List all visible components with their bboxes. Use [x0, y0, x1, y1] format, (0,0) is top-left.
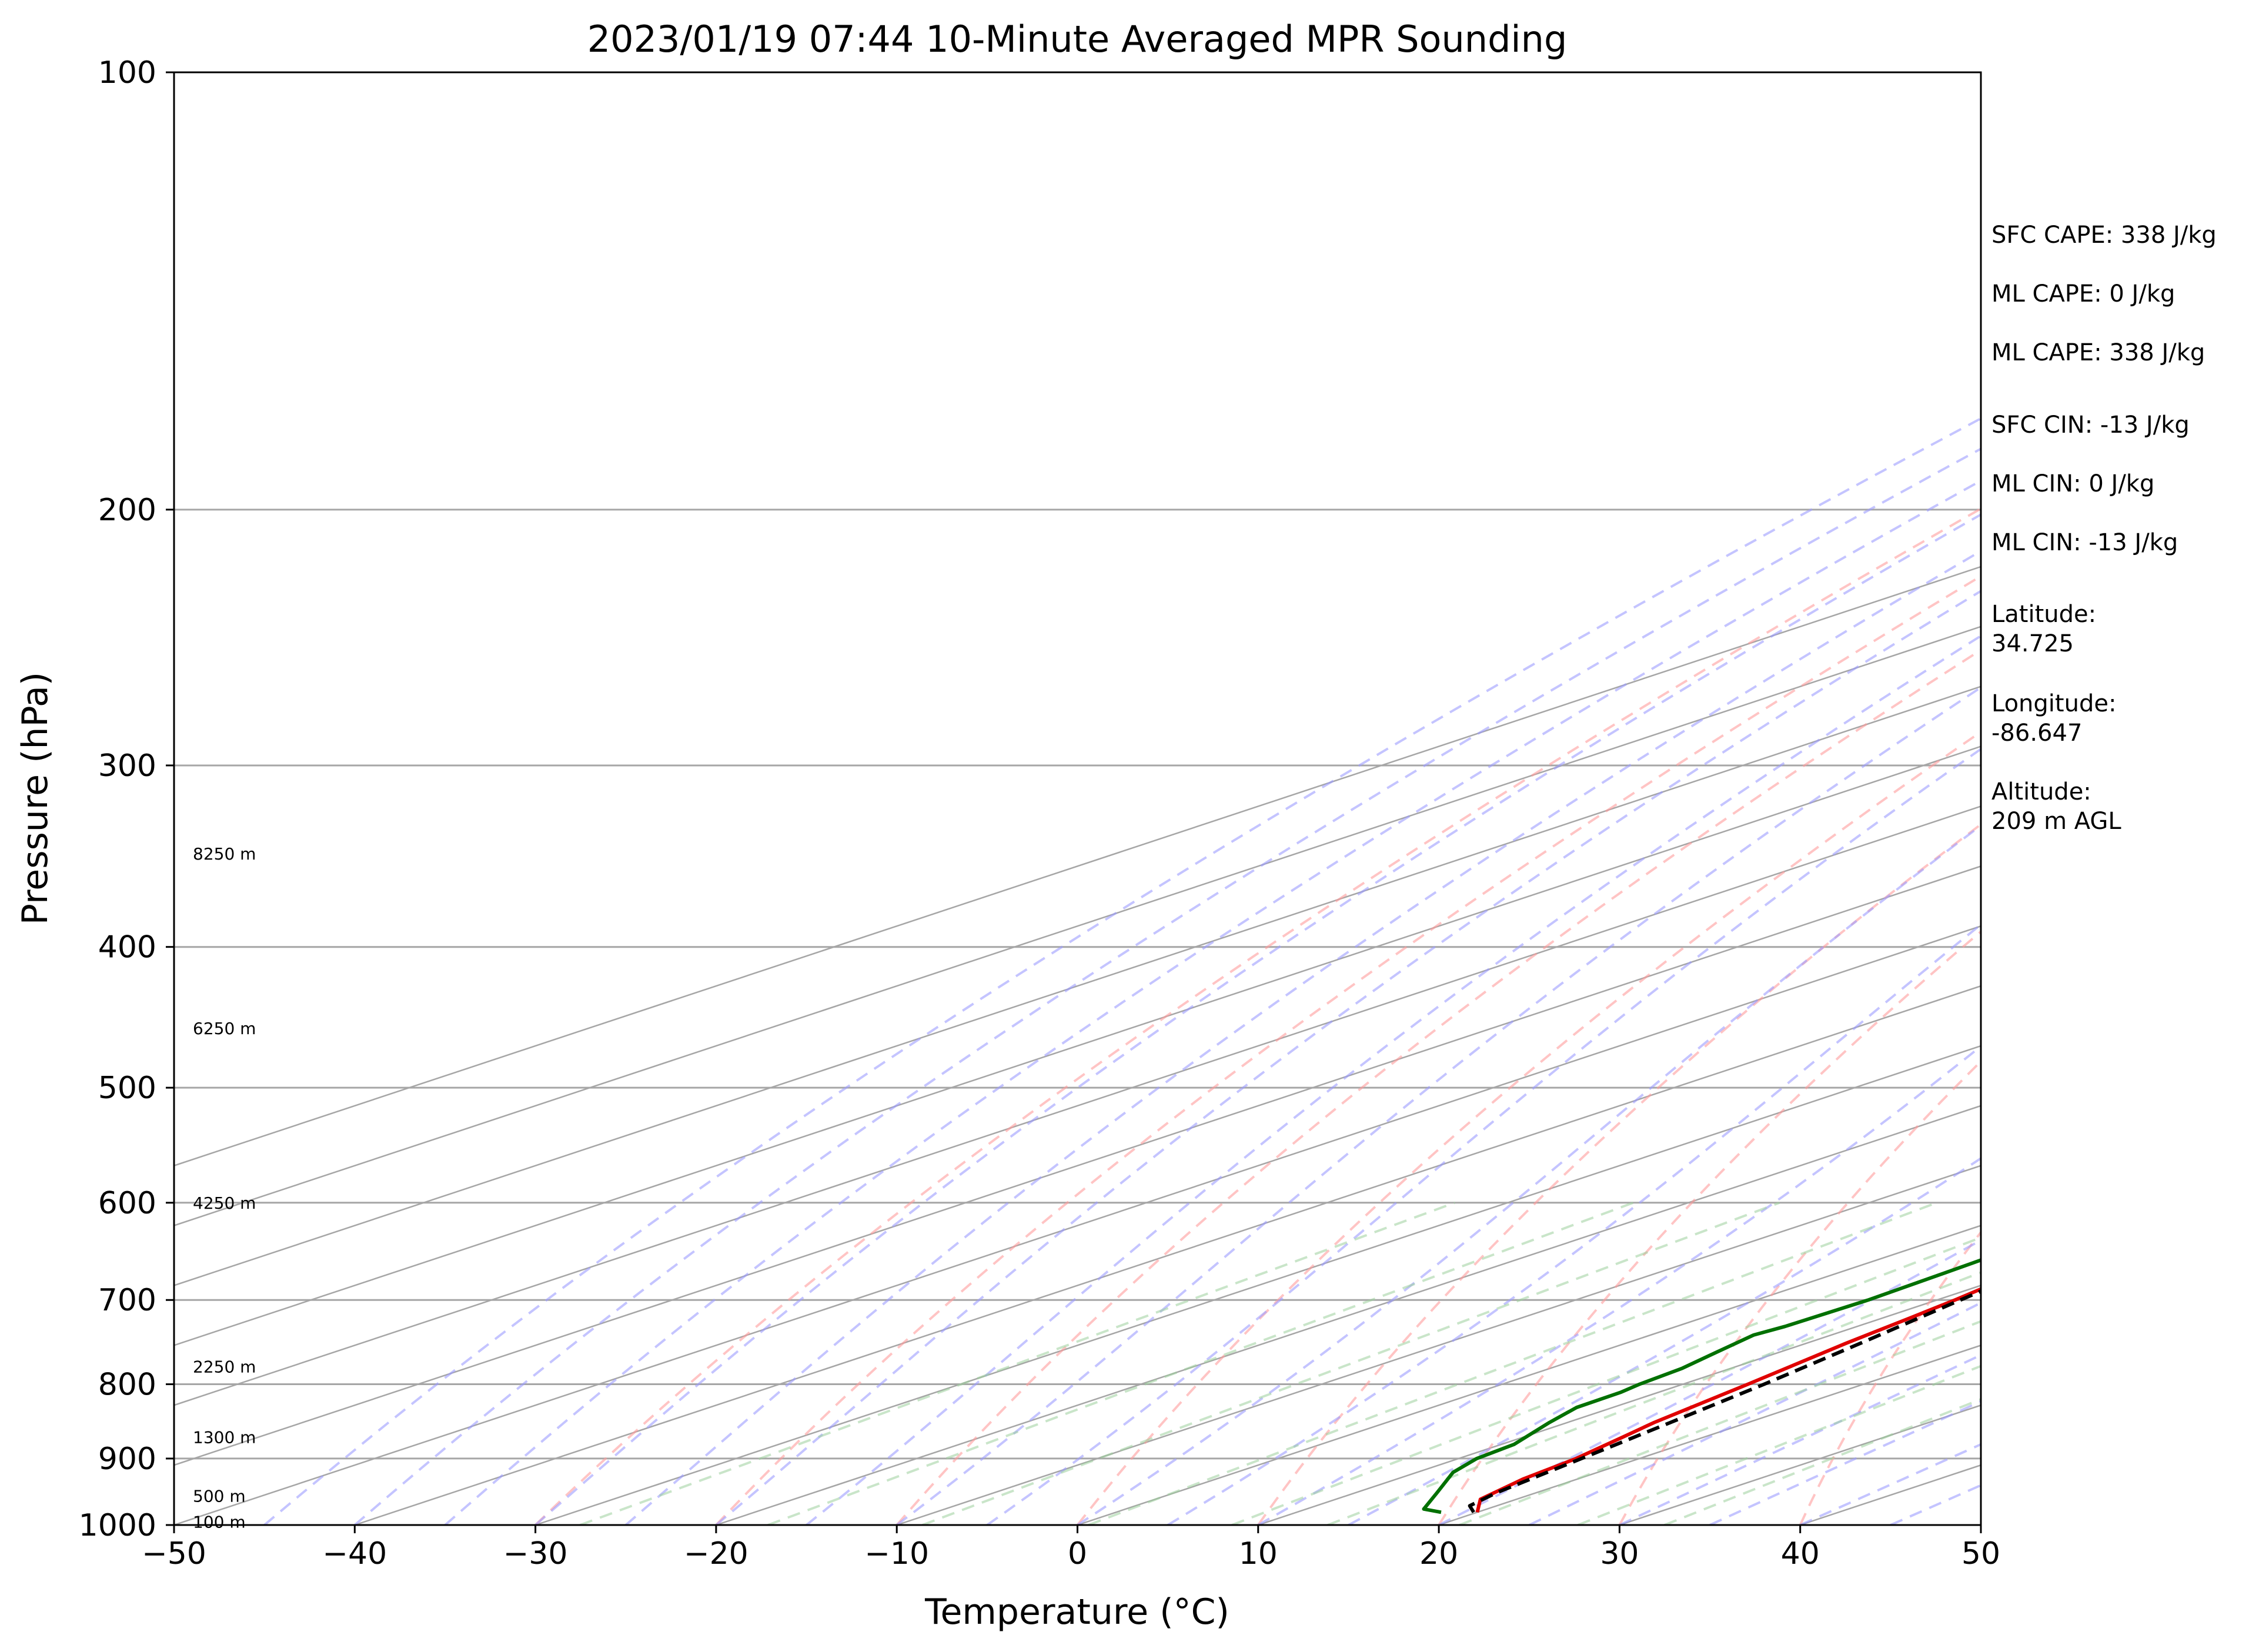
sfc-cape-text: SFC CAPE: 338 J/kg	[1991, 222, 2217, 249]
x-tick-label: 0	[1068, 1536, 1087, 1571]
dry-adiabat-line	[534, 507, 1981, 1525]
height-label: 500 m	[193, 1487, 246, 1506]
dry-adiabat-line	[895, 648, 1981, 1525]
isotherm-line	[535, 1045, 1981, 1525]
ml-cin-text: ML CIN: 0 J/kg	[1991, 470, 2154, 497]
y-tick-label: 400	[98, 930, 156, 965]
moist-adiabat-line	[353, 447, 1981, 1525]
ml-cape-text-2: ML CAPE: 338 J/kg	[1991, 339, 2205, 366]
height-label: 2250 m	[193, 1357, 256, 1377]
dewpoint-profile-line	[1422, 1258, 1981, 1514]
height-label: 100 m	[193, 1513, 246, 1532]
moist-adiabat-line	[534, 513, 1981, 1525]
x-axis-label: Temperature (°C)	[924, 1591, 1229, 1633]
x-tick-label: 40	[1781, 1536, 1820, 1571]
x-tick-label: 20	[1419, 1536, 1458, 1571]
dry-adiabat-line	[1799, 1230, 1981, 1525]
mixing-ratio-line	[1231, 1236, 1981, 1525]
moist-adiabat-line	[895, 685, 1981, 1525]
dry-adiabat-line	[1438, 929, 1981, 1525]
isotherm-line	[174, 745, 1981, 1346]
ml-cape-text: ML CAPE: 0 J/kg	[1991, 280, 2175, 307]
moist-adiabat-line	[986, 747, 1981, 1525]
dry-adiabat-line	[1076, 730, 1981, 1525]
moist-adiabat-line	[806, 634, 1981, 1525]
y-axis-ticks: 100 200 300 400 500 600 700 800 900 1000	[79, 55, 174, 1543]
y-tick-label: 300	[98, 748, 156, 784]
height-label: 6250 m	[193, 1019, 256, 1038]
longitude-value: -86.647	[1991, 720, 2082, 747]
sfc-cin-text: SFC CIN: -13 J/kg	[1991, 412, 2190, 439]
isotherm-line	[174, 685, 1981, 1286]
isotherm-line	[174, 566, 1981, 1167]
chart-title: 2023/01/19 07:44 10-Minute Averaged MPR …	[587, 18, 1568, 61]
latitude-value: 34.725	[1991, 630, 2074, 657]
mixing-ratio-line	[767, 1201, 1634, 1525]
x-tick-label: −10	[864, 1536, 929, 1571]
isotherm-line	[174, 925, 1981, 1525]
y-tick-label: 500	[98, 1071, 156, 1106]
y-tick-label: 800	[98, 1367, 156, 1403]
temperature-profile-line	[1475, 1287, 1981, 1513]
y-tick-label: 100	[98, 55, 156, 91]
mixing-ratio-line	[1577, 1365, 1981, 1525]
isotherm-line	[174, 805, 1981, 1406]
height-label: 4250 m	[193, 1193, 256, 1213]
height-label: 1300 m	[193, 1428, 256, 1447]
x-axis-ticks: −50 −40 −30 −20 −10 0 10 20 30 40 50	[142, 1525, 2000, 1571]
isotherm-line	[174, 865, 1981, 1466]
moist-adiabat-line	[263, 417, 1981, 1525]
isotherm-line	[1077, 1225, 1981, 1525]
altitude-value: 209 m AGL	[1991, 808, 2121, 835]
moist-adiabat-line	[715, 590, 1981, 1525]
latitude-label: Latitude:	[1991, 601, 2096, 628]
longitude-label: Longitude:	[1991, 690, 2116, 717]
y-tick-label: 1000	[79, 1508, 156, 1543]
isotherm-line	[896, 1165, 1981, 1525]
dry-adiabat-line	[715, 574, 1981, 1525]
altitude-label: Altitude:	[1991, 778, 2091, 805]
ml-cin-text-2: ML CIN: -13 J/kg	[1991, 529, 2178, 556]
y-tick-label: 700	[98, 1283, 156, 1318]
height-label: 8250 m	[193, 844, 256, 864]
height-labels: 8250 m 6250 m 4250 m 2250 m 1300 m 500 m 100 m	[193, 844, 256, 1532]
mixing-ratio-line	[1664, 1397, 1981, 1525]
x-tick-label: 10	[1239, 1536, 1278, 1571]
mixing-ratio-line	[1459, 1320, 1981, 1525]
y-tick-label: 900	[98, 1442, 156, 1477]
moist-adiabat-line	[624, 549, 1981, 1525]
x-tick-label: −40	[322, 1536, 387, 1571]
mixing-ratio-line	[922, 1201, 1780, 1525]
profiles	[1422, 1258, 1981, 1514]
background-lines	[174, 417, 1981, 1525]
x-tick-label: −50	[142, 1536, 206, 1571]
isotherm-line	[716, 1105, 1981, 1525]
x-tick-label: −20	[684, 1536, 748, 1571]
moist-adiabat-line	[1257, 1045, 1981, 1525]
x-tick-label: −30	[503, 1536, 568, 1571]
isotherm-line	[174, 626, 1981, 1226]
isotherm-line	[354, 985, 1981, 1525]
y-tick-label: 200	[98, 493, 156, 528]
x-tick-label: 30	[1600, 1536, 1639, 1571]
mixing-ratio-line	[579, 1201, 1455, 1525]
x-tick-label: 50	[1961, 1536, 2000, 1571]
y-axis-label: Pressure (hPa)	[15, 672, 56, 925]
mixing-ratio-line	[1327, 1271, 1981, 1525]
moist-adiabat-line	[1348, 1156, 1981, 1525]
y-tick-label: 600	[98, 1186, 156, 1221]
info-panel: SFC CAPE: 338 J/kg ML CAPE: 0 J/kg ML CA…	[1991, 222, 2217, 835]
pressure-gridlines	[174, 509, 1981, 1460]
moist-adiabat-line	[444, 479, 1981, 1525]
